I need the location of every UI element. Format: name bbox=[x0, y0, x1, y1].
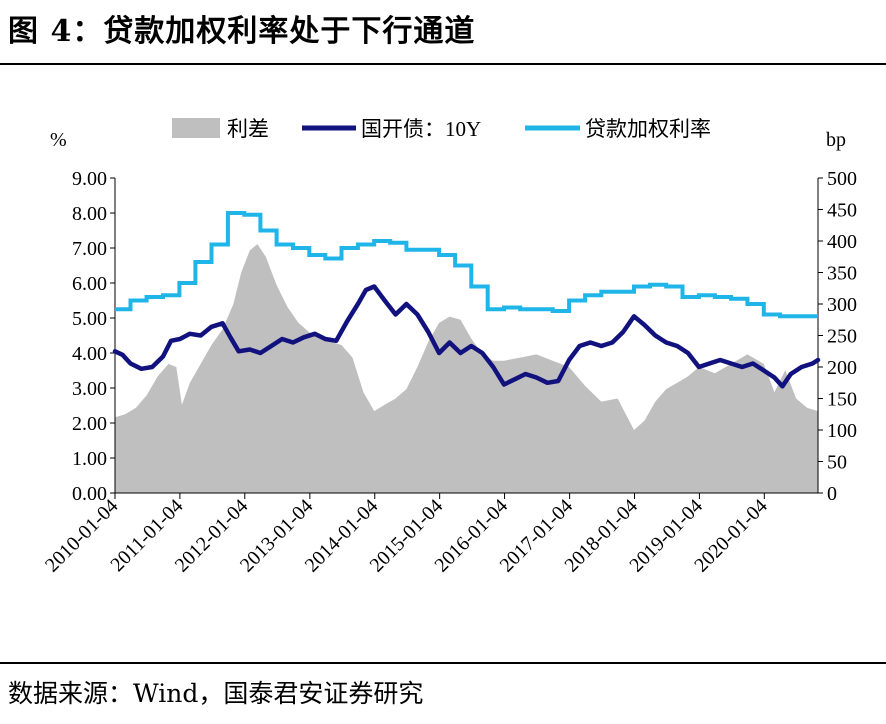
legend-swatch-spread bbox=[172, 118, 220, 138]
left-tick-label: 6.00 bbox=[72, 273, 107, 295]
right-tick-label: 400 bbox=[827, 231, 857, 253]
right-tick-label: 350 bbox=[827, 263, 857, 285]
right-tick-label: 0 bbox=[827, 483, 837, 505]
right-tick-label: 450 bbox=[827, 200, 857, 222]
source-note: 数据来源：Wind，国泰君安证券研究 bbox=[8, 679, 424, 708]
chart-canvas: 0.00 1.00 2.00 3.00 4.00 5.00 6.00 7.00 8.00 9.00… bbox=[41, 117, 857, 577]
series-spread-area bbox=[115, 244, 818, 493]
title-rule bbox=[0, 63, 886, 65]
series-bond10y-line bbox=[112, 284, 821, 389]
legend: 利差 国开债：10Y 贷款加权利率 bbox=[172, 117, 711, 141]
left-tick-label: 3.00 bbox=[72, 378, 107, 400]
right-tick-label: 250 bbox=[827, 326, 857, 348]
legend-label-bond10y: 国开债：10Y bbox=[361, 117, 481, 141]
right-tick-label: 50 bbox=[827, 452, 847, 474]
right-tick-label: 500 bbox=[827, 168, 857, 190]
right-tick-label: 200 bbox=[827, 357, 857, 379]
left-tick-label: 7.00 bbox=[72, 238, 107, 260]
left-tick-label: 5.00 bbox=[72, 308, 107, 330]
right-tick-label: 150 bbox=[827, 389, 857, 411]
legend-label-loan-rate: 贷款加权利率 bbox=[585, 117, 711, 141]
legend-label-spread: 利差 bbox=[227, 117, 269, 141]
source-rule bbox=[0, 662, 886, 664]
left-tick-label: 0.00 bbox=[72, 483, 107, 505]
figure-title: 图 4：贷款加权利率处于下行通道 bbox=[8, 14, 476, 49]
axes-layer bbox=[110, 177, 823, 499]
lines-layer bbox=[112, 211, 821, 389]
spread-area-layer bbox=[115, 244, 818, 493]
left-tick-label: 2.00 bbox=[72, 413, 107, 435]
right-unit-label: bp bbox=[826, 129, 846, 151]
left-tick-label: 1.00 bbox=[72, 448, 107, 470]
left-unit-label: % bbox=[50, 129, 67, 151]
left-tick-label: 9.00 bbox=[72, 168, 107, 190]
left-tick-label: 4.00 bbox=[72, 343, 107, 365]
series-loan-rate-line bbox=[115, 211, 818, 319]
right-tick-label: 300 bbox=[827, 294, 857, 316]
right-tick-label: 100 bbox=[827, 420, 857, 442]
left-tick-label: 8.00 bbox=[72, 203, 107, 225]
